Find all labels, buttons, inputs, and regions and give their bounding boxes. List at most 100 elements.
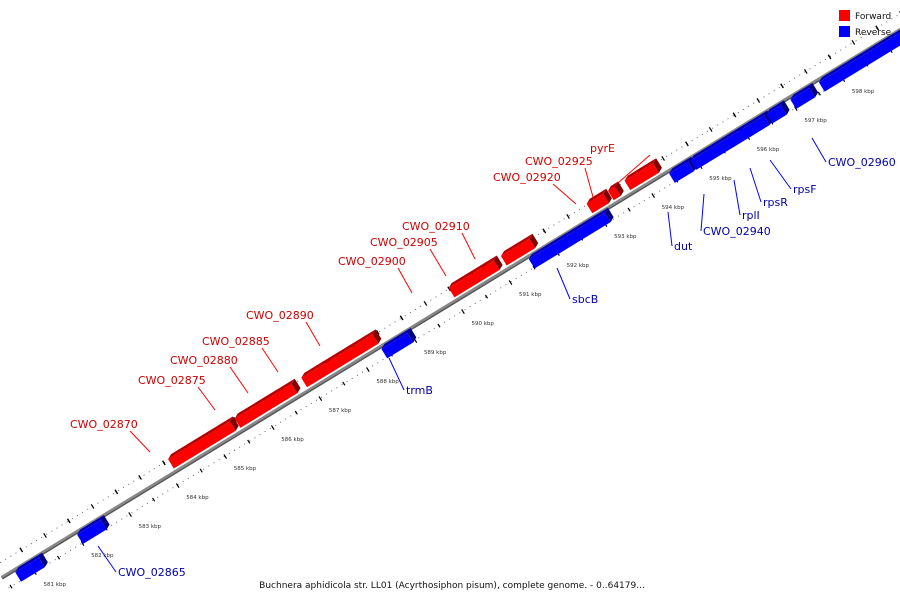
leader-line-cwo-02865 xyxy=(97,545,117,573)
gene-end-face xyxy=(372,329,382,344)
lower-tick xyxy=(152,497,156,502)
gene-label-rpli[interactable]: rplI xyxy=(742,209,760,222)
gene-top-face xyxy=(624,158,657,181)
kbp-tick-label: 582 kbp xyxy=(91,553,114,559)
gene-label-cwo-02910[interactable]: CWO_02910 xyxy=(402,220,470,233)
gene-end-face xyxy=(809,83,819,98)
upper-tick xyxy=(114,489,119,495)
upper-tick xyxy=(376,329,380,335)
gene-label-cwo-02920[interactable]: CWO_02920 xyxy=(493,171,561,184)
legend-forward-label: Forward xyxy=(855,12,891,22)
kbp-tick-label: 597 kbp xyxy=(804,118,827,124)
upper-tick xyxy=(542,228,547,234)
gene-label-rpsf[interactable]: rpsF xyxy=(793,183,817,196)
gene-label-cwo-02960[interactable]: CWO_02960 xyxy=(828,156,896,169)
gene-trmb[interactable] xyxy=(381,328,417,359)
upper-tick xyxy=(851,39,856,45)
kbp-tick-label: 596 kbp xyxy=(757,147,780,153)
gene-front-face xyxy=(15,557,45,582)
lower-tick xyxy=(270,425,275,430)
gene-end-face xyxy=(603,188,612,204)
gene-label-rpsr[interactable]: rpsR xyxy=(763,196,788,209)
kbp-tick-label: 590 kbp xyxy=(471,321,494,327)
gene-cwo-02910[interactable] xyxy=(501,233,539,266)
gene-front-face xyxy=(481,260,500,278)
gene-cwo-02865[interactable] xyxy=(77,515,110,544)
kbp-tick-label: 585 kbp xyxy=(234,466,257,472)
gene-cwo-02940[interactable] xyxy=(690,126,747,170)
gene-top-face xyxy=(608,181,619,191)
gene-rpsf[interactable] xyxy=(790,83,819,109)
gene-end-face xyxy=(529,233,539,249)
gene-top-face xyxy=(766,100,784,115)
gene-cwo-02880[interactable] xyxy=(277,378,301,402)
gene-top-face xyxy=(690,126,742,161)
genome-backbone xyxy=(1,27,900,579)
kbp-tick-label: 593 kbp xyxy=(614,234,637,240)
upper-tick xyxy=(447,286,452,292)
gene-front-face xyxy=(669,161,694,183)
gene-top-face xyxy=(586,188,607,204)
gene-end-face xyxy=(100,515,110,530)
upper-tick xyxy=(399,315,404,321)
lower-tick xyxy=(56,555,61,560)
gene-front-face xyxy=(77,520,107,544)
lower-tick xyxy=(175,483,180,488)
gene-front-face xyxy=(277,383,298,402)
upper-tick xyxy=(43,532,47,538)
gene-dut[interactable] xyxy=(669,156,697,183)
gene-rpsr[interactable] xyxy=(766,100,790,124)
gene-label-cwo-02900[interactable]: CWO_02900 xyxy=(338,255,406,268)
gene-label-cwo-02890[interactable]: CWO_02890 xyxy=(246,309,314,322)
gene-front-face xyxy=(738,115,770,141)
gene-label-pyre[interactable]: pyrE xyxy=(590,142,615,155)
upper-tick xyxy=(66,518,71,524)
leader-line-cwo-02940 xyxy=(700,193,705,232)
gene-top-face xyxy=(381,328,411,349)
gene-top-face xyxy=(738,110,768,132)
gene-label-cwo-02880[interactable]: CWO_02880 xyxy=(170,354,238,367)
gene-cwo-02905[interactable] xyxy=(481,255,503,278)
kbp-tick-label: 583 kbp xyxy=(139,524,162,530)
gene-label-dut[interactable]: dut xyxy=(674,240,693,253)
lower-tick xyxy=(128,512,132,517)
gene-top-face xyxy=(528,207,608,260)
gene-front-face xyxy=(624,163,659,191)
gene-top-face xyxy=(234,387,281,419)
gene-pyre[interactable] xyxy=(624,158,662,191)
gene-front-face xyxy=(528,212,611,269)
gene-sbcb[interactable] xyxy=(528,207,614,269)
gene-label-cwo-02875[interactable]: CWO_02875 xyxy=(138,374,206,387)
gene-end-face xyxy=(229,416,239,431)
gene-label-cwo-02940[interactable]: CWO_02940 xyxy=(703,225,771,238)
gene-top-face xyxy=(15,552,43,573)
gene-cwo-02925[interactable] xyxy=(608,181,624,201)
gene-label-cwo-02865[interactable]: CWO_02865 xyxy=(118,566,186,579)
lower-tick xyxy=(627,207,631,212)
gene-label-cwo-02870[interactable]: CWO_02870 xyxy=(70,418,138,431)
gene-cwo-02890[interactable] xyxy=(325,329,382,373)
legend-forward-swatch xyxy=(839,10,850,21)
gene-front-face xyxy=(766,105,787,124)
gene-cwo-02920[interactable] xyxy=(586,188,612,214)
scale-dotted-line-upper xyxy=(0,13,900,564)
gene-end-face xyxy=(780,100,790,115)
backbone-layer xyxy=(0,27,900,580)
gene-label-cwo-02905[interactable]: CWO_02905 xyxy=(370,236,438,249)
gene-rpli[interactable] xyxy=(738,110,773,141)
gene-label-sbcb[interactable]: sbcB xyxy=(572,293,598,306)
gene-front-face xyxy=(608,186,621,201)
gene-unnamed-0[interactable] xyxy=(15,552,48,582)
gene-cwo-02870[interactable] xyxy=(168,416,239,469)
lower-tick xyxy=(366,367,370,372)
gene-cwo-02960[interactable] xyxy=(818,11,900,92)
gene-end-face xyxy=(291,378,301,394)
upper-tick xyxy=(233,416,238,422)
gene-front-face xyxy=(818,32,900,92)
upper-tick xyxy=(732,112,737,118)
gene-label-trmb[interactable]: trmB xyxy=(406,384,433,397)
leader-line-rpsr xyxy=(749,167,762,203)
gene-label-cwo-02885[interactable]: CWO_02885 xyxy=(202,335,270,348)
gene-top-face xyxy=(277,378,295,393)
gene-label-cwo-02925[interactable]: CWO_02925 xyxy=(525,155,593,168)
